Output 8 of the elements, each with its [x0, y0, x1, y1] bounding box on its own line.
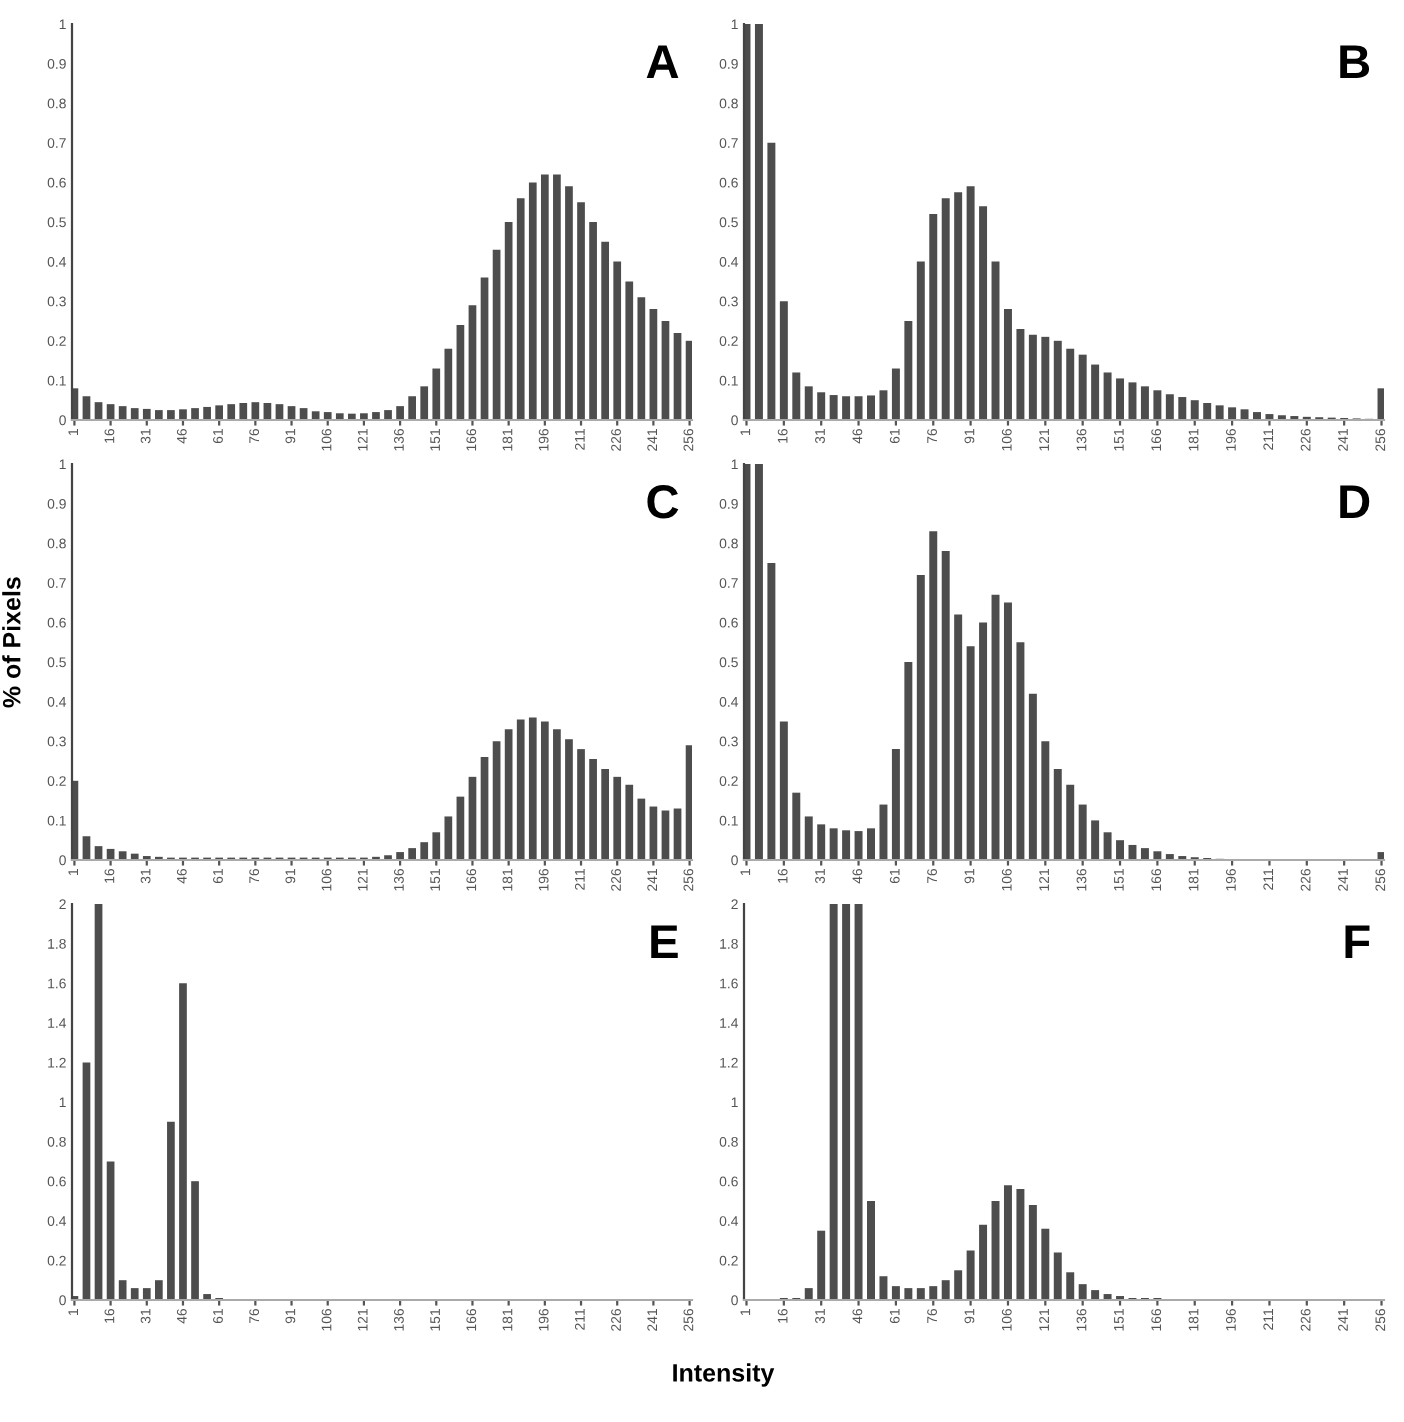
annotation: A	[646, 45, 679, 79]
annotation: D	[1340, 485, 1370, 519]
annotation: F	[1345, 925, 1370, 959]
y-axis-title: % of Pixels	[2, 577, 21, 708]
x-axis-title: Intensity	[673, 1363, 775, 1387]
annotation: B	[1340, 45, 1370, 79]
annotation: C	[647, 485, 679, 519]
annotation: E	[651, 925, 678, 959]
